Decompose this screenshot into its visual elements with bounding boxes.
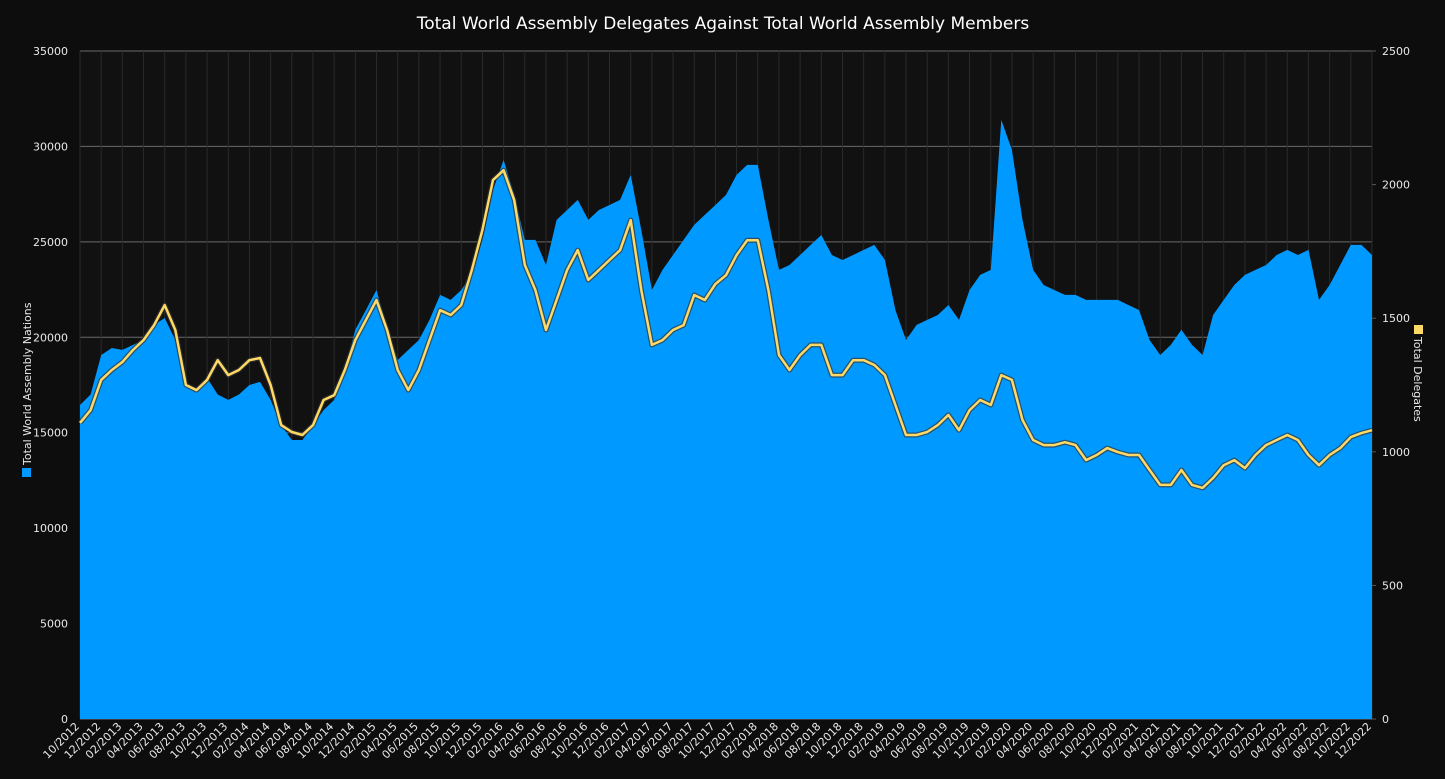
- axis-title-group: Total World Assembly Nations: [21, 302, 34, 477]
- chart-title: Total World Assembly Delegates Against T…: [416, 14, 1030, 34]
- y-tick-label: 15000: [33, 427, 68, 440]
- y-tick-label: 0: [61, 713, 68, 726]
- y-tick-label: 5000: [40, 618, 68, 631]
- y-tick-label: 20000: [33, 331, 68, 344]
- y-tick-label: 25000: [33, 236, 68, 249]
- axis-title: Total Delegates: [1411, 336, 1424, 422]
- legend-swatch: [1414, 325, 1423, 334]
- y-tick-label: 30000: [33, 140, 68, 153]
- y2-tick-label: 1000: [1382, 446, 1410, 459]
- delegates-line: [79, 168, 1373, 490]
- axis-title: Total World Assembly Nations: [21, 302, 34, 466]
- nations-area: [80, 119, 1372, 719]
- y-tick-label: 10000: [33, 522, 68, 535]
- y-tick-label: 35000: [33, 45, 68, 58]
- y2-tick-label: 2500: [1382, 45, 1410, 58]
- y2-tick-label: 1500: [1382, 312, 1410, 325]
- axis-title-group: Total Delegates: [1411, 325, 1424, 422]
- legend-swatch: [22, 468, 31, 477]
- y2-tick-label: 2000: [1382, 179, 1410, 192]
- y2-tick-label: 0: [1382, 713, 1389, 726]
- y2-tick-label: 500: [1382, 579, 1403, 592]
